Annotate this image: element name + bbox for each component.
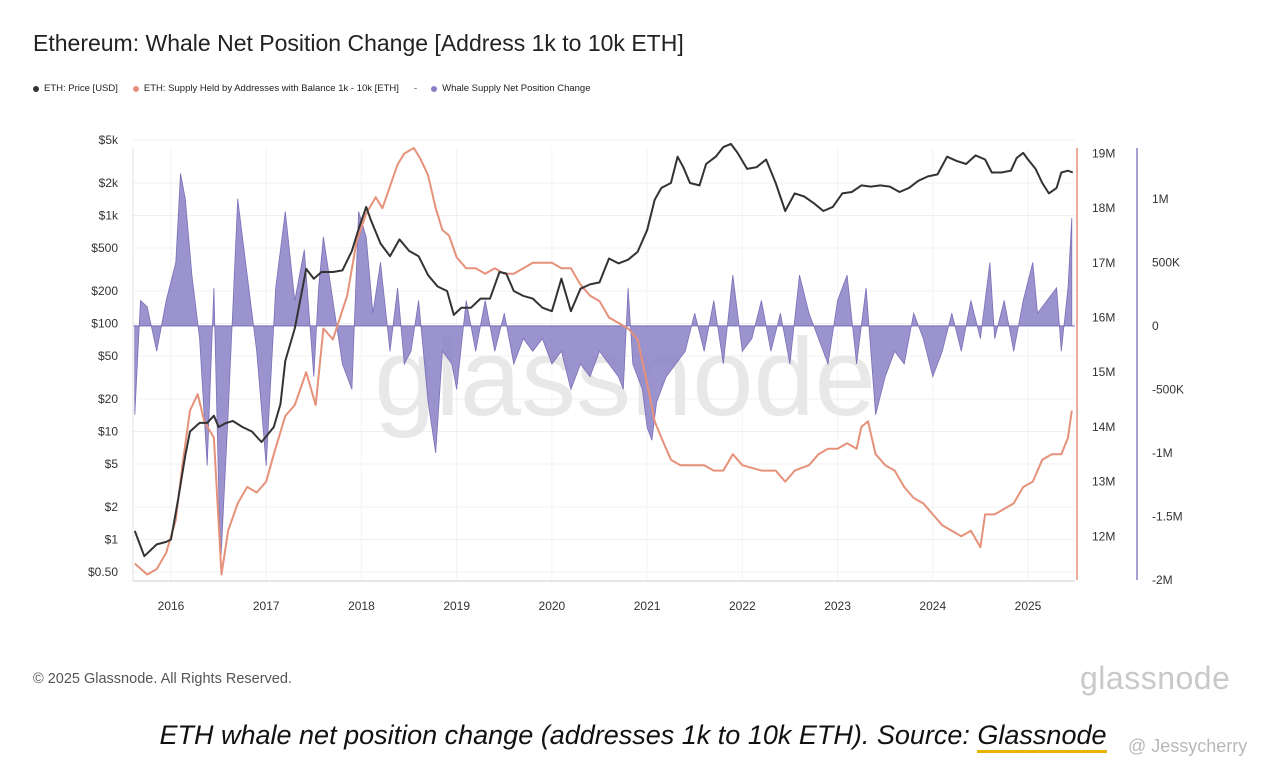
y-tick-label-supply: 16M — [1092, 311, 1115, 325]
y-tick-label-left: $1k — [99, 208, 119, 222]
y-tick-label-supply: 13M — [1092, 475, 1115, 489]
caption-text: ETH whale net position change (addresses… — [159, 720, 978, 750]
supply-swatch-icon — [132, 85, 139, 92]
net-position-swatch-icon — [431, 85, 438, 92]
x-tick-label: 2020 — [539, 599, 566, 613]
y-tick-label-left: $500 — [91, 241, 118, 255]
x-tick-label: 2021 — [634, 599, 661, 613]
x-tick-label: 2019 — [443, 599, 470, 613]
y-tick-label-left: $2k — [99, 176, 119, 190]
legend-item-price[interactable]: ETH: Price [USD] — [33, 83, 118, 94]
y-tick-label-net-position: -1M — [1152, 446, 1173, 460]
x-tick-label: 2018 — [348, 599, 375, 613]
net-position-area — [134, 173, 1073, 568]
y-tick-label-net-position: 0 — [1152, 319, 1159, 333]
author-credit: @ Jessycherry — [1128, 736, 1248, 756]
price-line — [133, 142, 1074, 558]
x-tick-label: 2025 — [1015, 599, 1042, 613]
legend-item-net-position[interactable]: Whale Supply Net Position Change — [431, 83, 591, 94]
x-tick-label: 2016 — [158, 599, 185, 613]
y-tick-label-net-position: -500K — [1152, 382, 1184, 396]
axes-layer: $5k $2k $1k $500 $200 $100 $50 $20 $10 $5 $2 $1 $0.5… — [88, 133, 1184, 613]
caption-source-link[interactable]: Glassnode — [977, 720, 1107, 753]
price-swatch-icon — [33, 85, 39, 92]
y-tick-label-left: $20 — [98, 392, 118, 406]
y-tick-label-supply: 14M — [1092, 420, 1115, 434]
y-tick-label-net-position: 500K — [1152, 255, 1180, 269]
copyright-text: © 2025 Glassnode. All Rights Reserved. — [33, 671, 292, 687]
x-tick-label: 2023 — [824, 599, 851, 613]
y-tick-label-supply: 19M — [1092, 146, 1115, 160]
y-tick-label-net-position: -1.5M — [1152, 509, 1183, 523]
chart-title: Ethereum: Whale Net Position Change [Add… — [33, 30, 684, 56]
legend-label-price: ETH: Price [USD] — [44, 83, 118, 94]
y-tick-label-left: $50 — [98, 349, 118, 363]
y-tick-label-left: $200 — [91, 284, 118, 298]
line-series-layer — [133, 142, 1074, 576]
y-tick-label-supply: 17M — [1092, 256, 1115, 270]
legend-label-supply: ETH: Supply Held by Addresses with Balan… — [143, 83, 399, 94]
legend-item-supply[interactable]: ETH: Supply Held by Addresses with Balan… — [132, 83, 399, 94]
x-tick-label: 2022 — [729, 599, 756, 613]
y-tick-label-left: $5k — [99, 133, 119, 147]
figure-caption: ETH whale net position change (addresses… — [0, 720, 1266, 753]
legend-label-net-position: Whale Supply Net Position Change — [442, 83, 591, 94]
y-tick-label-supply: 12M — [1092, 529, 1115, 543]
y-tick-label-left: $10 — [98, 424, 118, 438]
y-tick-label-net-position: 1M — [1152, 192, 1169, 206]
x-tick-label: 2024 — [919, 599, 946, 613]
legend-separator: - — [413, 83, 418, 94]
y-tick-label-supply: 18M — [1092, 201, 1115, 215]
y-tick-label-net-position: -2M — [1152, 573, 1173, 587]
y-tick-label-left: $2 — [105, 500, 119, 514]
supply-line — [134, 147, 1073, 576]
chart-canvas: glassnode $5k$2k$1k$500$200$100$50$20$10… — [88, 133, 1184, 613]
y-tick-label-left: $1 — [105, 532, 119, 546]
legend: ETH: Price [USD] ETH: Supply Held by Add… — [33, 83, 606, 94]
y-tick-label-left: $0.50 — [88, 565, 118, 579]
y-tick-label-left: $5 — [105, 457, 119, 471]
y-tick-label-left: $100 — [91, 316, 118, 330]
glassnode-logo: glassnode — [1080, 660, 1231, 696]
net-position-area-layer — [133, 173, 1075, 568]
y-tick-label-supply: 15M — [1092, 365, 1115, 379]
x-tick-label: 2017 — [253, 599, 280, 613]
